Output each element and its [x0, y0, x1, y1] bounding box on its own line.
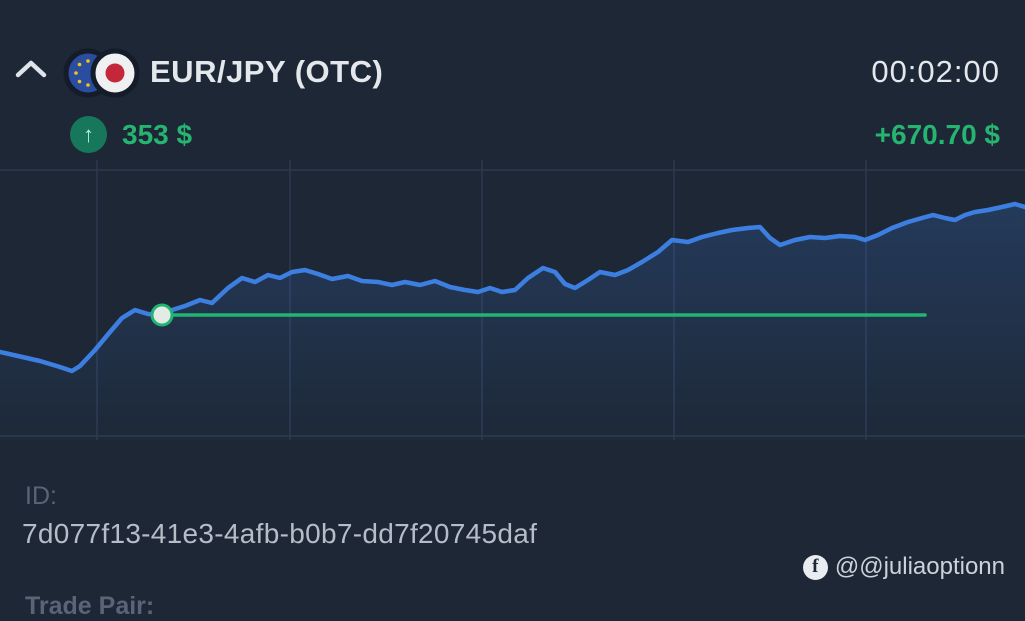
price-line	[0, 201, 1025, 374]
chart-area-fill	[0, 204, 1025, 440]
social-watermark: f @@juliaoptionn	[802, 553, 1005, 581]
id-label: ID:	[25, 482, 57, 510]
id-value: 7d077f13-41e3-4afb-b0b7-dd7f20745daf	[22, 518, 538, 549]
trade-amount: 353 $	[122, 119, 193, 150]
social-handle: @@juliaoptionn	[834, 553, 1005, 580]
chevron-up-icon	[15, 60, 47, 78]
pair-title: EUR/JPY (OTC)	[150, 54, 384, 89]
currency-pair-flags	[62, 46, 142, 100]
trade-timer: 00:02:00	[871, 54, 1000, 89]
trade-profit: +670.70 $	[874, 119, 1000, 150]
entry-point-marker	[150, 303, 174, 327]
facebook-icon: f	[802, 554, 828, 580]
trade-pair-label: Trade Pair:	[25, 592, 155, 620]
arrow-up-icon: ↑	[70, 116, 107, 153]
jpy-flag-icon	[90, 48, 140, 98]
collapse-button[interactable]	[14, 58, 48, 80]
price-chart	[0, 160, 1025, 440]
